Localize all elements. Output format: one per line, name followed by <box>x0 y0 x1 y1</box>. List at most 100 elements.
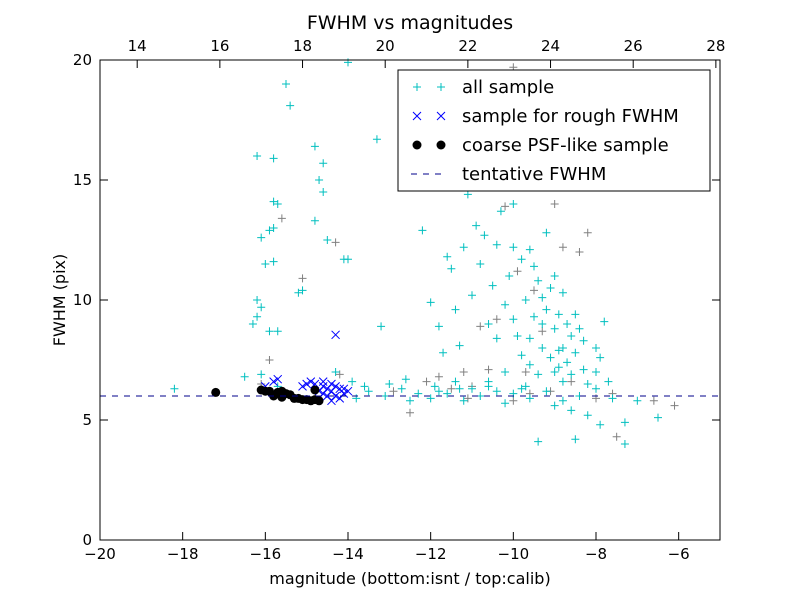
data-point <box>583 411 592 420</box>
data-point <box>455 384 464 393</box>
data-point <box>463 394 472 403</box>
data-point <box>567 406 576 415</box>
top-x-tick-label: 24 <box>541 37 560 55</box>
x-tick-label: −6 <box>668 545 690 563</box>
legend-label: tentative FWHM <box>462 164 606 185</box>
data-point <box>302 379 312 389</box>
data-point <box>331 238 340 247</box>
data-point <box>310 385 320 395</box>
data-point <box>488 281 497 290</box>
data-point <box>571 348 580 357</box>
data-point <box>517 384 526 393</box>
data-point <box>282 80 290 88</box>
data-point <box>319 159 328 168</box>
data-point <box>360 382 369 391</box>
data-point <box>451 377 460 386</box>
data-point <box>298 274 307 283</box>
data-point <box>538 320 547 328</box>
data-point <box>331 368 340 376</box>
data-point <box>550 368 559 376</box>
data-point <box>521 368 530 376</box>
data-point <box>381 392 390 400</box>
data-point <box>476 322 485 331</box>
data-point <box>253 152 262 160</box>
data-point <box>633 396 642 405</box>
data-point <box>525 245 534 254</box>
data-point <box>298 286 307 295</box>
data-point <box>269 224 278 232</box>
data-point <box>583 228 592 237</box>
data-point <box>509 315 518 324</box>
data-point <box>579 336 588 345</box>
top-x-tick-label: 26 <box>624 37 643 55</box>
data-point <box>269 197 278 206</box>
data-point <box>550 200 559 208</box>
data-point <box>649 396 658 405</box>
data-point <box>286 101 295 110</box>
data-point <box>501 368 510 376</box>
top-x-tick-label: 18 <box>293 37 312 55</box>
data-point <box>517 255 526 264</box>
data-point <box>579 365 588 374</box>
data-point <box>318 377 328 386</box>
chart-title: FWHM vs magnitudes <box>307 12 513 34</box>
data-point <box>542 387 551 396</box>
data-point <box>269 154 278 163</box>
data-point <box>534 276 543 285</box>
data-point <box>505 272 514 280</box>
legend-marker-icon <box>413 83 421 91</box>
data-point <box>257 303 266 312</box>
top-x-tick-label: 20 <box>376 37 395 55</box>
data-point <box>447 384 456 393</box>
x-tick-label: −16 <box>250 545 282 563</box>
y-tick-label: 5 <box>82 411 92 429</box>
data-point <box>468 291 476 300</box>
data-point <box>323 236 332 244</box>
legend-entry: sample for rough FWHM <box>412 106 679 127</box>
y-axis-label: FWHM (pix) <box>50 254 69 347</box>
y-tick-label: 0 <box>82 531 92 549</box>
data-point <box>401 375 410 384</box>
data-point <box>257 370 266 379</box>
data-point <box>592 368 600 376</box>
data-point <box>170 384 179 393</box>
data-point <box>298 382 307 391</box>
data-point <box>608 394 617 403</box>
data-point <box>501 300 510 309</box>
data-point <box>558 344 567 352</box>
data-point <box>546 284 555 292</box>
data-point <box>434 387 443 396</box>
data-point <box>563 358 572 367</box>
data-point <box>592 344 600 352</box>
data-point <box>654 413 662 422</box>
data-point <box>463 190 472 199</box>
data-point <box>530 262 538 271</box>
data-point <box>575 248 584 256</box>
data-point <box>604 377 613 386</box>
legend-entry: all sample <box>413 77 554 98</box>
data-point <box>550 401 559 410</box>
data-point <box>542 228 551 237</box>
data-point <box>430 382 439 391</box>
x-tick-label: −20 <box>84 545 116 563</box>
data-point <box>443 252 452 261</box>
data-point <box>343 386 353 396</box>
data-point <box>472 221 481 230</box>
data-point <box>501 202 510 211</box>
data-point <box>530 312 538 321</box>
top-x-tick-label: 28 <box>706 37 725 55</box>
data-point <box>265 356 274 364</box>
data-point <box>434 372 443 381</box>
data-point <box>426 394 435 403</box>
data-point <box>575 324 584 333</box>
data-point <box>455 341 464 350</box>
data-point <box>492 240 501 249</box>
data-point <box>314 396 324 406</box>
data-point <box>554 363 563 372</box>
legend-box <box>397 69 711 192</box>
data-point <box>385 380 394 388</box>
data-point <box>620 418 629 427</box>
data-point <box>558 243 567 252</box>
data-point <box>418 226 427 235</box>
data-point <box>273 200 282 208</box>
